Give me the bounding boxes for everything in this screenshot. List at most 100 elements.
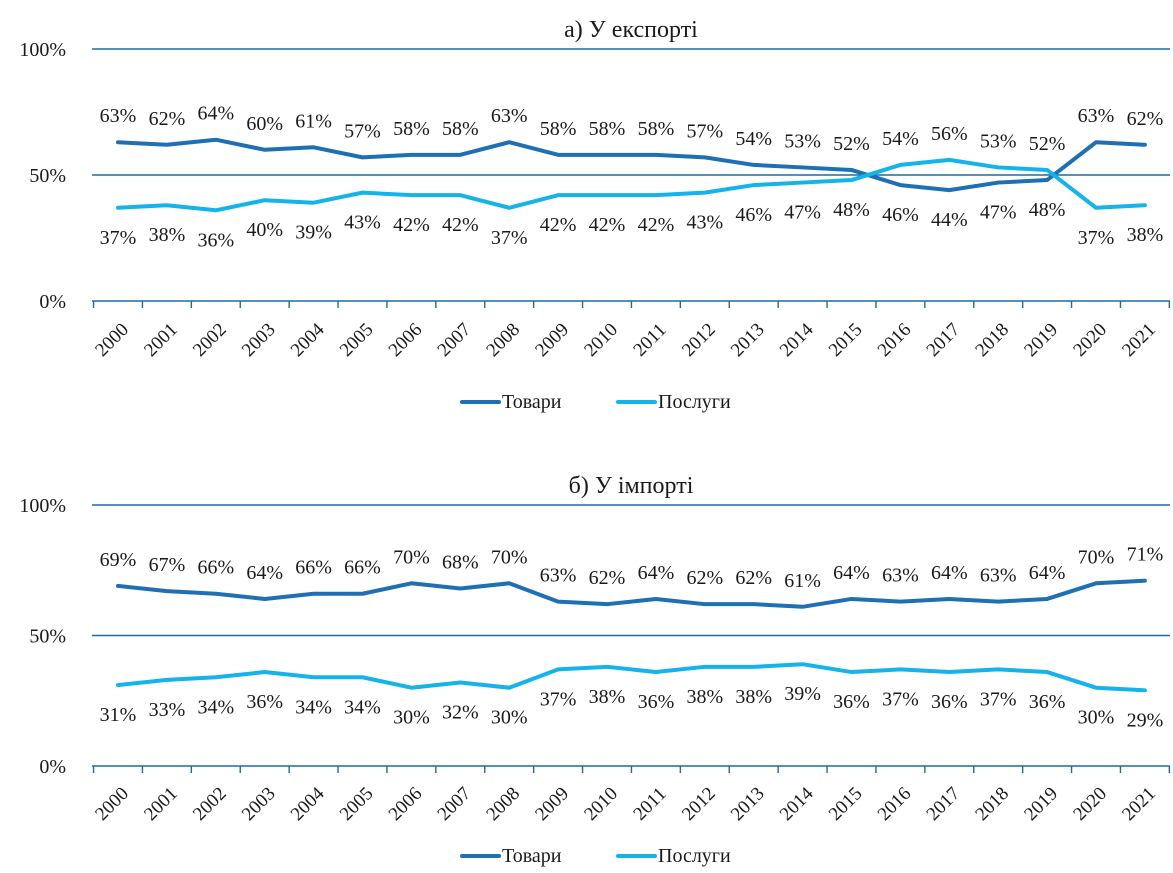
legend-label-goods: Товари <box>502 845 562 867</box>
x-tick-label: 2006 <box>385 783 427 825</box>
y-tick-label: 0% <box>39 756 66 778</box>
data-label: 37% <box>980 688 1017 710</box>
data-label: 64% <box>833 562 870 584</box>
data-label: 42% <box>540 214 577 236</box>
data-label: 39% <box>295 222 332 244</box>
x-tick-label: 2000 <box>91 783 133 825</box>
data-label: 36% <box>931 691 968 713</box>
data-label: 64% <box>931 562 968 584</box>
data-label: 70% <box>393 546 430 568</box>
data-label: 53% <box>980 130 1017 152</box>
data-label: 60% <box>246 113 283 135</box>
data-label: 38% <box>1127 224 1164 246</box>
data-label: 63% <box>491 105 528 127</box>
y-tick-label: 100% <box>19 39 66 61</box>
data-label: 64% <box>246 562 283 584</box>
data-label: 68% <box>442 552 479 574</box>
data-label: 58% <box>638 118 675 140</box>
x-tick-label: 2001 <box>140 319 182 361</box>
y-tick-label: 50% <box>29 165 66 187</box>
chart-title: б) У імпорті <box>569 473 694 499</box>
y-tick-label: 50% <box>29 626 66 648</box>
x-tick-label: 2001 <box>140 783 182 825</box>
data-label: 36% <box>833 691 870 713</box>
data-label: 64% <box>197 103 234 125</box>
data-label: 47% <box>784 202 821 224</box>
x-tick-label: 2003 <box>238 783 280 825</box>
data-label: 58% <box>442 118 479 140</box>
x-tick-label: 2012 <box>678 783 720 825</box>
x-tick-label: 2011 <box>629 319 670 360</box>
data-label: 54% <box>735 128 772 150</box>
x-tick-label: 2004 <box>287 319 329 361</box>
goods-series-line <box>116 578 1147 609</box>
data-label: 36% <box>197 229 234 251</box>
data-label: 31% <box>100 704 137 726</box>
x-tick-label: 2012 <box>678 319 720 361</box>
legend-label-services: Послуги <box>658 845 731 867</box>
data-label: 58% <box>393 118 430 140</box>
x-tick-label: 2007 <box>434 319 476 361</box>
data-label: 64% <box>638 562 675 584</box>
data-label: 63% <box>882 565 919 587</box>
x-tick-label: 2015 <box>825 319 867 361</box>
data-label: 30% <box>393 707 430 729</box>
data-label: 38% <box>735 686 772 708</box>
legend: Товари Послуги <box>460 845 731 867</box>
legend-label-services: Послуги <box>658 391 731 413</box>
data-label: 57% <box>344 120 381 142</box>
x-tick-label: 2009 <box>531 319 573 361</box>
data-label: 44% <box>931 209 968 231</box>
data-label: 37% <box>491 227 528 249</box>
data-label: 34% <box>197 696 234 718</box>
x-tick-label: 2005 <box>336 319 378 361</box>
services-series-line <box>116 157 1147 213</box>
data-label: 48% <box>1029 199 1066 221</box>
goods-series-line <box>116 137 1147 193</box>
x-tick-label: 2019 <box>1020 319 1062 361</box>
data-label: 47% <box>980 202 1017 224</box>
data-label: 34% <box>295 696 332 718</box>
data-label: 36% <box>1029 691 1066 713</box>
data-label: 66% <box>295 557 332 579</box>
x-tick-label: 2017 <box>923 783 965 825</box>
data-label: 34% <box>344 696 381 718</box>
data-label: 38% <box>686 686 723 708</box>
data-label: 62% <box>1127 108 1164 130</box>
y-tick-label: 100% <box>19 495 66 517</box>
x-tick-label: 2002 <box>189 319 231 361</box>
data-label: 32% <box>442 701 479 723</box>
x-tick-label: 2010 <box>580 783 622 825</box>
data-label: 70% <box>1078 546 1115 568</box>
data-label: 40% <box>246 219 283 241</box>
x-tick-label: 2020 <box>1069 319 1111 361</box>
data-label: 42% <box>393 214 430 236</box>
legend: Товари Послуги <box>460 391 731 413</box>
data-label: 70% <box>491 546 528 568</box>
x-tick-label: 2018 <box>971 319 1013 361</box>
data-label: 37% <box>540 688 577 710</box>
data-label: 36% <box>246 691 283 713</box>
data-label: 46% <box>735 204 772 226</box>
x-tick-label: 2009 <box>531 783 573 825</box>
x-tick-label: 2021 <box>1118 783 1160 825</box>
x-tick-label: 2021 <box>1118 319 1160 361</box>
data-label: 62% <box>149 108 186 130</box>
x-tick-label: 2011 <box>629 783 670 824</box>
x-tick-label: 2014 <box>776 319 818 361</box>
x-tick-label: 2013 <box>727 783 769 825</box>
chart-title: а) У експорті <box>564 17 698 43</box>
data-label: 37% <box>1078 227 1115 249</box>
x-tick-label: 2016 <box>874 783 916 825</box>
data-label: 48% <box>833 199 870 221</box>
x-tick-label: 2003 <box>238 319 280 361</box>
data-label: 67% <box>149 554 186 576</box>
data-label: 56% <box>931 123 968 145</box>
data-label: 43% <box>686 212 723 234</box>
x-tick-label: 2016 <box>874 319 916 361</box>
data-label: 62% <box>686 567 723 589</box>
data-label: 71% <box>1127 544 1164 566</box>
data-label: 57% <box>686 120 723 142</box>
